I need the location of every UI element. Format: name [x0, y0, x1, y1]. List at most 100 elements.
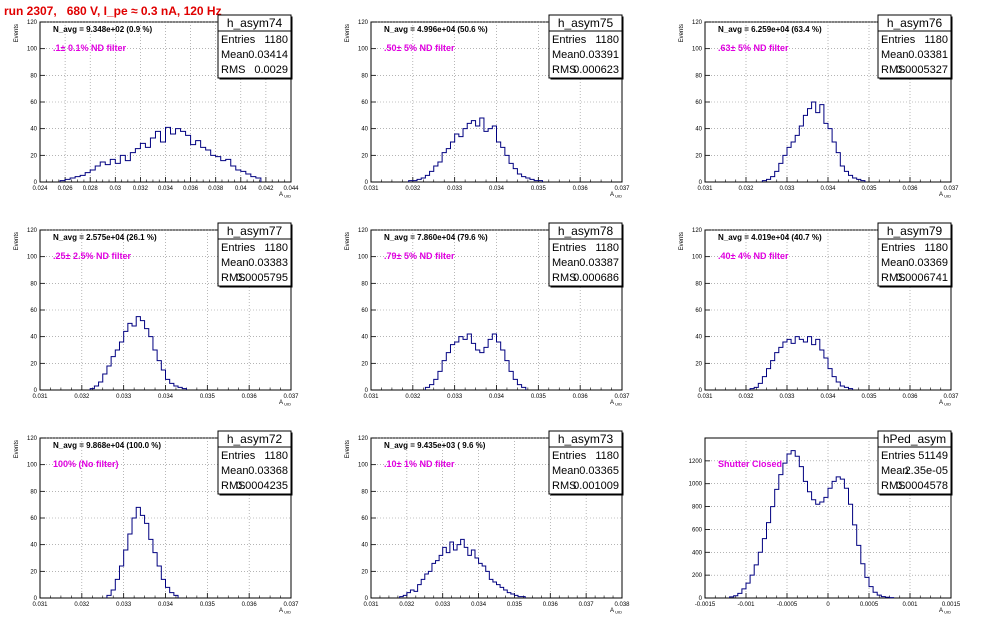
histogram-line: [59, 126, 262, 182]
x-tick-label: -0.001: [737, 602, 755, 608]
y-axis-label: Events: [345, 232, 351, 250]
stats-key: RMS: [881, 64, 905, 76]
stats-key: Entries: [881, 242, 916, 254]
x-tick-label: 0.037: [943, 394, 959, 400]
stats-value: 0.0029: [254, 64, 288, 76]
y-tick-label: 0: [365, 388, 369, 394]
y-tick-label: 80: [361, 281, 368, 287]
y-axis-label: Events: [679, 24, 685, 42]
x-tick-label: 0.037: [579, 602, 595, 608]
x-tick-label: 0.031: [697, 394, 713, 400]
y-axis-label: Events: [14, 440, 20, 458]
x-tick-label: 0.031: [697, 186, 713, 192]
stats-box: [548, 222, 623, 287]
y-tick-label: 0: [699, 596, 703, 602]
x-tick-label: 0.03: [109, 186, 121, 192]
histogram-line: [408, 117, 544, 182]
x-tick-label: 0.032: [74, 394, 90, 400]
panel-h_asym76: 0.031 0.032 0.033 0.034 0.035 0.036 0.037 20 40 6…: [679, 14, 959, 199]
x-tick-label: 0.033: [447, 394, 463, 400]
x-tick-label: 0.035: [200, 394, 216, 400]
y-tick-label: 60: [30, 516, 37, 522]
x-tick-label: 0.033: [116, 394, 132, 400]
filter-label: .79± 5% ND filter: [384, 251, 455, 261]
filter-label: .50± 5% ND filter: [384, 43, 455, 53]
stats-box: [217, 14, 292, 79]
stats-title: h_asym79: [887, 224, 943, 238]
x-tick-label: 0.037: [283, 602, 299, 608]
stats-value: 0.0005795: [236, 272, 288, 284]
x-tick-label: 0.032: [74, 602, 90, 608]
stats-value: 0.03383: [248, 257, 288, 269]
navg-label: N_avg = 2.575e+04 (26.1 %): [53, 233, 157, 242]
stats-key: Entries: [552, 242, 587, 254]
y-axis-label: Events: [345, 440, 351, 458]
stats-title: h_asym76: [887, 16, 943, 30]
stats-value: 0.03369: [908, 257, 948, 269]
histogram-line: [399, 538, 526, 598]
panel-h_asym73: 0.031 0.032 0.033 0.034 0.035 0.036 0.037 0.038…: [345, 430, 630, 615]
x-tick-label: 0.026: [58, 186, 74, 192]
y-tick-label: 80: [30, 281, 37, 287]
x-tick-label: 0.037: [614, 394, 630, 400]
x-tick-label: 0.037: [614, 186, 630, 192]
y-tick-label: 40: [361, 335, 368, 341]
x-tick-label: 0.037: [943, 186, 959, 192]
y-tick-label: 100: [27, 255, 38, 261]
x-tick-label: 0.031: [363, 186, 379, 192]
x-tick-label: 0.034: [489, 394, 505, 400]
filter-label: 100% (No filter): [53, 459, 119, 469]
stats-value: 0.0004235: [236, 480, 288, 492]
stats-value: 1180: [595, 242, 619, 254]
stats-key: Mean: [881, 257, 909, 269]
y-tick-label: 80: [695, 281, 702, 287]
x-axis-label: A UID: [279, 608, 291, 615]
stats-title: h_asym78: [558, 224, 614, 238]
stats-box: [217, 430, 292, 495]
stats-key: Mean: [221, 465, 249, 477]
y-tick-label: 40: [30, 543, 37, 549]
y-tick-label: 80: [30, 73, 37, 79]
stats-key: RMS: [881, 272, 905, 284]
stats-key: Entries: [552, 34, 587, 46]
y-tick-label: 1000: [689, 482, 703, 488]
y-tick-label: 100: [358, 463, 369, 469]
navg-label: N_avg = 6.259e+04 (63.4 %): [718, 25, 822, 34]
x-tick-label: 0.035: [861, 186, 877, 192]
stats-value: 0.000623: [573, 64, 619, 76]
x-tick-label: 0.024: [32, 186, 48, 192]
x-tick-label: 0.032: [399, 602, 415, 608]
y-tick-label: 60: [695, 308, 702, 314]
stats-title: h_asym73: [558, 432, 614, 446]
navg-label: N_avg = 4.019e+04 (40.7 %): [718, 233, 822, 242]
stats-box: [877, 222, 952, 287]
stats-box: [877, 14, 952, 79]
stats-value: 1180: [264, 34, 288, 46]
histogram-line: [89, 316, 187, 390]
y-tick-label: 60: [30, 100, 37, 106]
x-tick-label: 0.034: [158, 394, 174, 400]
stats-key: Mean: [552, 49, 580, 61]
navg-label: N_avg = 4.996e+04 (50.6 %): [384, 25, 488, 34]
y-tick-label: 400: [692, 550, 703, 556]
stats-key: RMS: [552, 480, 576, 492]
y-tick-label: 120: [692, 20, 703, 26]
stats-key: Entries: [881, 450, 916, 462]
stats-value: 0.03381: [908, 49, 948, 61]
stats-value: 1180: [924, 242, 948, 254]
y-axis-label: Events: [345, 24, 351, 42]
panel-h_asym74: 0.024 0.026 0.028 0.03 0.032 0.034 0.036 0.038 0…: [14, 14, 299, 199]
y-axis-label: Events: [14, 232, 20, 250]
stats-key: Mean: [881, 465, 909, 477]
x-tick-label: 0.036: [543, 602, 559, 608]
x-tick-label: 0.0005: [860, 602, 879, 608]
stats-key: Entries: [221, 34, 256, 46]
x-tick-label: 0.037: [283, 394, 299, 400]
y-tick-label: 60: [30, 308, 37, 314]
x-tick-label: 0.031: [363, 602, 379, 608]
x-tick-label: 0.034: [471, 602, 487, 608]
stats-title: hPed_asym: [883, 432, 946, 446]
y-tick-label: 800: [692, 505, 703, 511]
stats-value: 1180: [264, 450, 288, 462]
x-tick-label: 0.034: [820, 394, 836, 400]
